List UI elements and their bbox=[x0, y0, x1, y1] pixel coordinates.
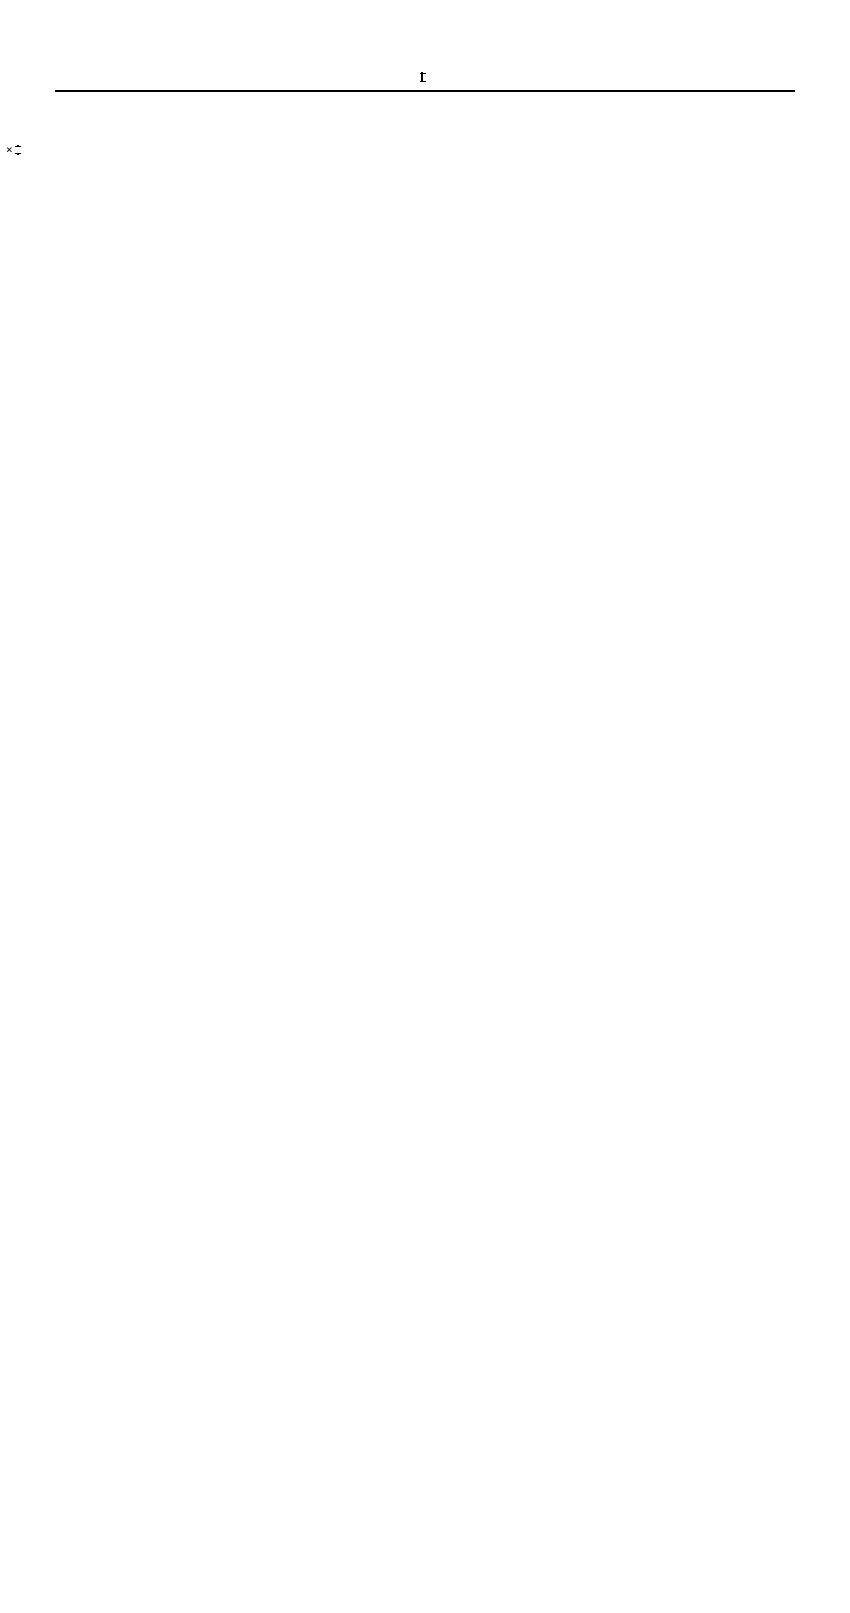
header bbox=[0, 30, 850, 80]
seismogram-container: × bbox=[0, 0, 850, 162]
scale-indicator bbox=[421, 70, 429, 83]
scale-bar-icon bbox=[17, 145, 19, 155]
x-axis bbox=[55, 92, 795, 122]
footer-scale: × bbox=[6, 143, 23, 156]
scale-bar-icon bbox=[421, 72, 423, 82]
